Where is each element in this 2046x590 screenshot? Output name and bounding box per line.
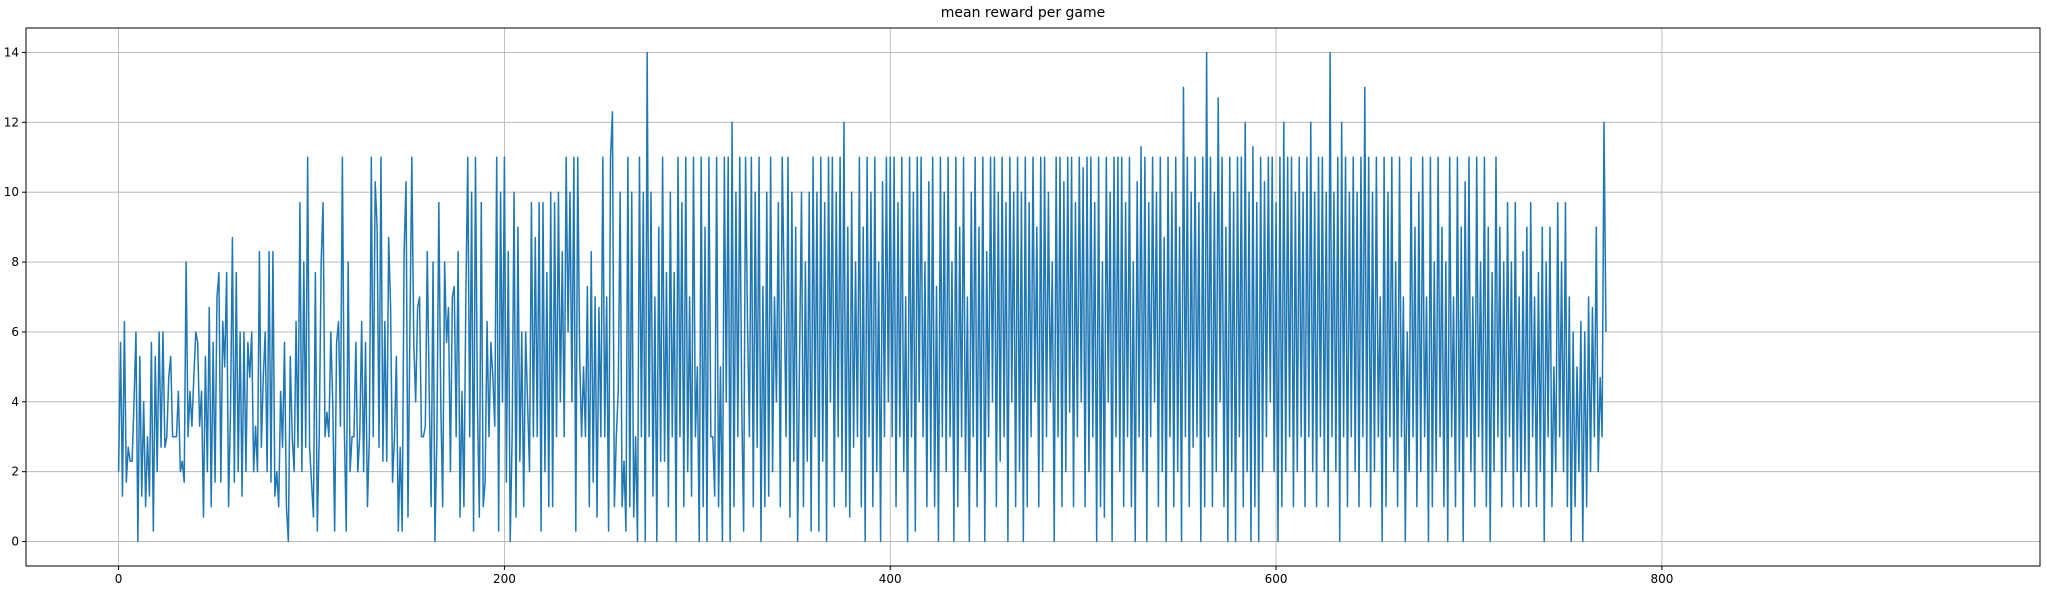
x-axis-ticks: 0 200 400 600 800 [115, 566, 1673, 586]
x-tick-label: 600 [1265, 572, 1288, 586]
y-tick-label: 14 [4, 45, 19, 59]
y-tick-label: 4 [11, 395, 19, 409]
y-axis-ticks: 0 2 4 6 8 10 12 14 [4, 45, 26, 549]
y-tick-label: 2 [11, 465, 19, 479]
chart-title: mean reward per game [941, 5, 1106, 21]
y-tick-label: 0 [11, 535, 19, 549]
y-tick-label: 10 [4, 185, 19, 199]
plot-frame [25, 27, 2041, 567]
x-tick-label: 400 [879, 572, 902, 586]
y-tick-label: 12 [4, 115, 19, 129]
series-line [117, 51, 1607, 543]
y-tick-label: 6 [11, 325, 19, 339]
y-tick-label: 8 [11, 255, 19, 269]
x-tick-label: 200 [493, 572, 516, 586]
x-tick-label: 0 [115, 572, 123, 586]
x-tick-label: 800 [1650, 572, 1673, 586]
series-layer [117, 51, 1607, 543]
grid-lines [26, 28, 2040, 566]
